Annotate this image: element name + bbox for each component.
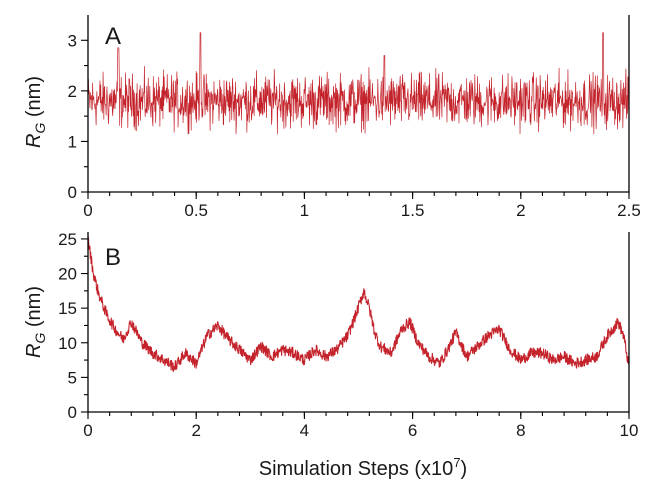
panelB-x-tick-label: 2 [191,421,200,440]
panel-a-trace-group [87,32,630,135]
panelB-y-tick-label: 20 [58,265,77,284]
panel-a-ylabel-main: R [23,134,45,148]
panel-b-ylabel-unit: (nm) [23,286,45,333]
panel-a-ylabel-unit: (nm) [23,76,45,123]
panel-a-axes [87,15,630,193]
x-axis-label: Simulation Steps (x107) [259,455,467,480]
panel-a-label: A [105,23,121,50]
x-axis-label-main: Simulation Steps (x10 [259,458,454,480]
panelB-y-tick-label: 0 [68,403,77,422]
panel-b-ylabel-sub: G [32,333,48,344]
panelB-y-tick-label: 15 [58,299,77,318]
x-axis-label-exponent: 7 [453,455,460,470]
panelA-x-tick-label: 1.5 [401,201,425,220]
panelB-x-tick-label: 10 [620,421,639,440]
panel-a-ticks [81,39,630,199]
panelA-y-tick-label: 3 [68,31,77,50]
panel-b-tick-labels: 0 2 4 6 8 10 0 5 10 15 20 25 [58,230,638,440]
panel-b-ticks [81,238,630,419]
panelB-y-tick-label: 10 [58,334,77,353]
panel-b-y-axis-label: RG (nm) [23,286,48,358]
panel-a-rg-trace [87,32,630,135]
panelA-y-tick-label: 0 [68,183,77,202]
panel-a-ylabel-sub: G [32,123,48,134]
panel-b: 0 2 4 6 8 10 0 5 10 15 20 25 B RG (nm) [23,230,638,440]
panelA-y-tick-label: 1 [68,132,77,151]
panel-a-tick-labels: 0 0.5 1 1.5 2 2.5 0 1 2 3 [68,31,641,220]
panel-b-ylabel-main: R [23,344,45,358]
panel-a-y-axis-label: RG (nm) [23,76,48,148]
panelB-x-tick-label: 6 [408,421,417,440]
panelB-y-tick-label: 5 [68,368,77,387]
panelA-x-tick-label: 0.5 [184,201,208,220]
panelB-x-tick-label: 8 [516,421,525,440]
panelA-y-tick-label: 2 [68,82,77,101]
panelB-x-tick-label: 4 [300,421,309,440]
panelB-y-tick-label: 25 [58,230,77,249]
panel-b-rg-trace [87,236,630,372]
panel-b-trace-group [87,236,630,372]
panelA-x-tick-label: 2 [516,201,525,220]
panel-a: 0 0.5 1 1.5 2 2.5 0 1 2 3 A RG (nm) [23,15,641,220]
x-axis-label-close: ) [461,458,468,480]
panel-b-label: B [105,244,121,271]
panel-b-axes [87,232,630,413]
panelA-x-tick-label: 2.5 [617,201,641,220]
panelA-x-tick-label: 0 [83,201,92,220]
panelA-x-tick-label: 1 [300,201,309,220]
panelB-x-tick-label: 0 [83,421,92,440]
